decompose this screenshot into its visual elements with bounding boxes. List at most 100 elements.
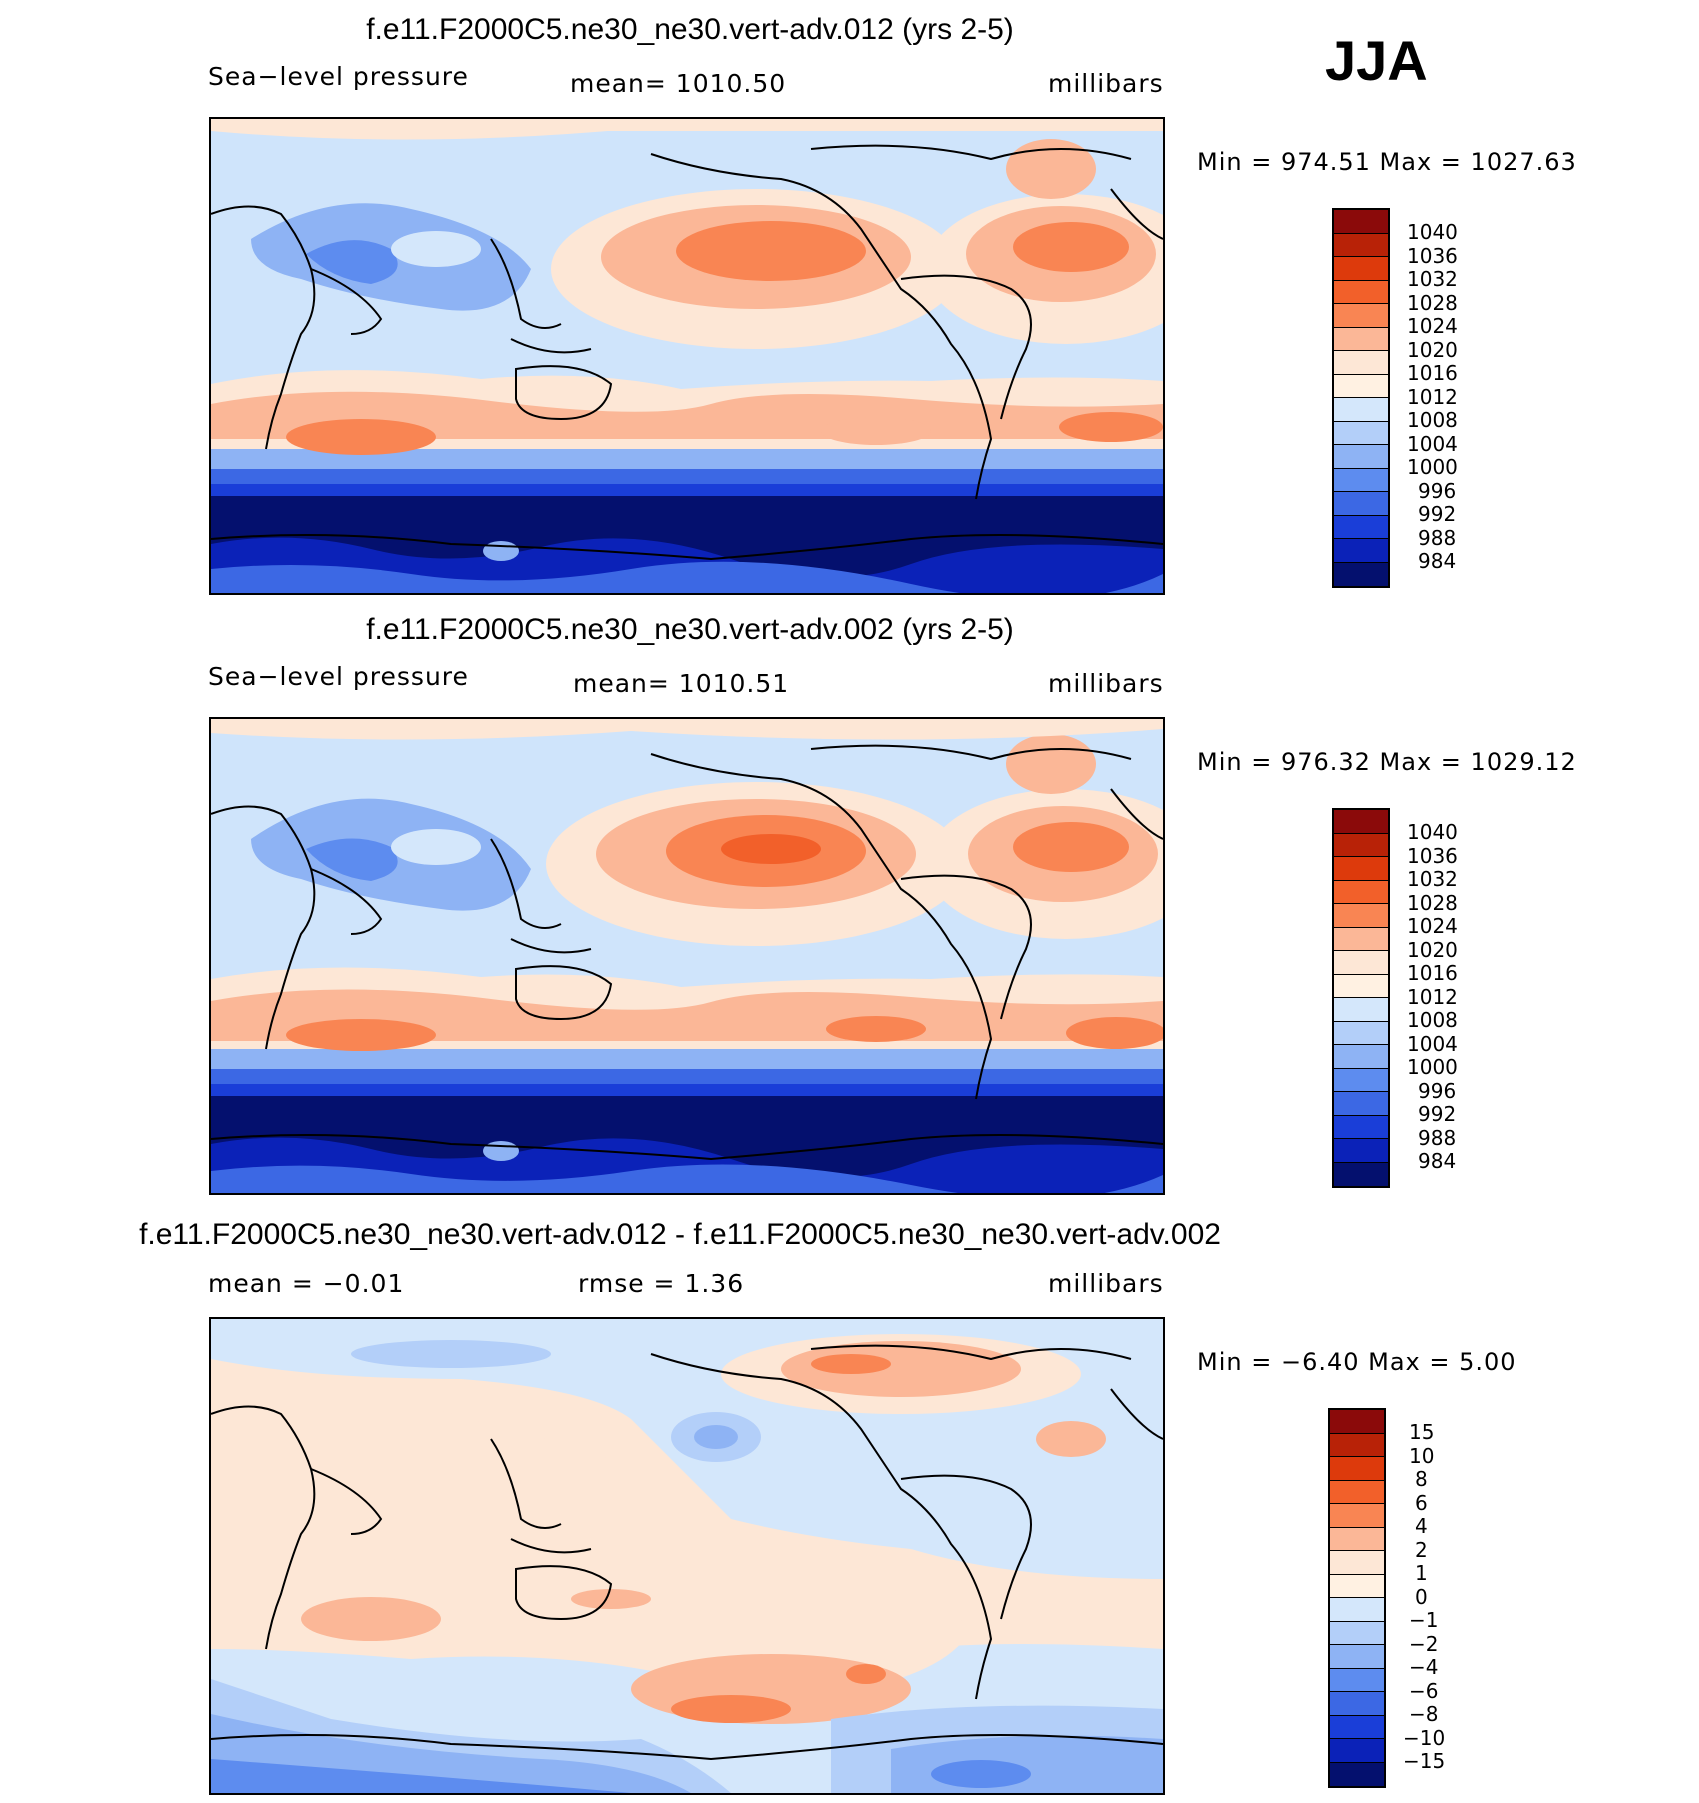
panel2-colorbar-swatch xyxy=(1334,998,1388,1022)
panel1-map xyxy=(209,117,1165,595)
panel3-colorbar-swatch xyxy=(1330,1692,1384,1716)
panel3-colorbar-swatch xyxy=(1330,1480,1384,1504)
panel3-colorbar-swatch xyxy=(1330,1410,1384,1434)
panel2-minmax: Min = 976.32 Max = 1029.12 xyxy=(1197,748,1577,776)
panel1-colorbar-label: 988 xyxy=(1418,525,1457,550)
panel2-colorbar-label: 996 xyxy=(1418,1078,1457,1103)
panel3-mean: mean = −0.01 xyxy=(208,1269,405,1298)
panel3-colorbar-swatch xyxy=(1330,1621,1384,1645)
panel2-colorbar-label: 1032 xyxy=(1407,867,1458,891)
panel1-colorbar-swatch xyxy=(1334,539,1388,563)
panel3-colorbar-swatch xyxy=(1330,1739,1384,1763)
panel3-colorbar xyxy=(1328,1408,1386,1788)
panel3-units: millibars xyxy=(1048,1269,1164,1298)
panel1-units: millibars xyxy=(1048,69,1164,98)
panel1-colorbar-label: 1012 xyxy=(1407,384,1458,409)
panel1-colorbar-label: 1008 xyxy=(1407,408,1458,432)
panel3-colorbar-swatch xyxy=(1330,1504,1384,1528)
panel2-colorbar-label: 1016 xyxy=(1407,961,1458,985)
panel2-colorbar-swatch xyxy=(1334,880,1388,904)
panel2-colorbar-label: 1004 xyxy=(1407,1031,1458,1056)
panel3-colorbar-swatch xyxy=(1330,1527,1384,1551)
panel2-colorbar-label: 1008 xyxy=(1407,1008,1458,1032)
panel1-map-plot xyxy=(211,119,1163,593)
panel3-colorbar-label: 8 xyxy=(1415,1467,1428,1491)
panel2-colorbar-swatch xyxy=(1334,904,1388,928)
panel3-colorbar-label: −2 xyxy=(1409,1631,1439,1656)
panel2-colorbar-label: 1024 xyxy=(1407,914,1458,938)
panel2-colorbar-label: 1012 xyxy=(1407,984,1458,1009)
panel3-colorbar-swatch xyxy=(1330,1715,1384,1739)
panel3-colorbar-label: 0 xyxy=(1415,1584,1428,1609)
panel1-colorbar-swatch xyxy=(1334,421,1388,445)
panel2-colorbar-swatch xyxy=(1334,833,1388,857)
panel2-colorbar-swatch xyxy=(1334,1045,1388,1069)
panel1-colorbar-swatch xyxy=(1334,445,1388,469)
panel3-colorbar-label: −10 xyxy=(1403,1725,1446,1750)
panel3-colorbar-swatch xyxy=(1330,1457,1384,1481)
panel3-map-plot xyxy=(211,1319,1163,1793)
panel2-colorbar-swatch xyxy=(1334,1068,1388,1092)
panel1-colorbar-swatch xyxy=(1334,327,1388,351)
season-label: JJA xyxy=(1325,29,1428,92)
panel3-colorbar-label: 1 xyxy=(1415,1561,1428,1585)
panel3-colorbar-swatch xyxy=(1330,1668,1384,1692)
panel3-colorbar-label: −4 xyxy=(1409,1655,1439,1679)
panel2-colorbar-swatch xyxy=(1334,951,1388,975)
panel2-map xyxy=(209,717,1165,1195)
panel2-colorbar-label: 1000 xyxy=(1407,1055,1458,1079)
panel2-colorbar-label: 1028 xyxy=(1407,890,1458,915)
panel3-minmax: Min = −6.40 Max = 5.00 xyxy=(1197,1348,1517,1376)
panel1-colorbar-label: 1028 xyxy=(1407,290,1458,315)
panel1-colorbar-label: 984 xyxy=(1418,549,1457,573)
panel3-colorbar-swatch xyxy=(1330,1551,1384,1575)
panel3-colorbar-label: 15 xyxy=(1409,1420,1435,1444)
panel3-colorbar-label: −6 xyxy=(1409,1678,1439,1703)
panel1-colorbar-label: 1036 xyxy=(1407,243,1458,268)
panel1-colorbar-label: 992 xyxy=(1418,502,1457,526)
panel1-colorbar-swatch xyxy=(1334,257,1388,281)
panel3-colorbar-swatch xyxy=(1330,1433,1384,1457)
panel3-map xyxy=(209,1317,1165,1795)
panel2-mean: mean= 1010.51 xyxy=(573,669,790,698)
panel3-colorbar-label: −8 xyxy=(1409,1702,1439,1726)
panel1-variable: Sea−level pressure xyxy=(208,62,469,91)
panel1-colorbar-label: 996 xyxy=(1418,478,1457,503)
panel1-colorbar-swatch xyxy=(1334,351,1388,375)
panel1-colorbar-label: 1000 xyxy=(1407,455,1458,479)
panel2-colorbar-swatch xyxy=(1334,810,1388,834)
panel2-colorbar xyxy=(1332,808,1390,1188)
panel2-colorbar-swatch xyxy=(1334,1092,1388,1116)
panel1-colorbar-swatch xyxy=(1334,210,1388,234)
panel3-colorbar-swatch xyxy=(1330,1598,1384,1622)
panel1-colorbar-label: 1020 xyxy=(1407,337,1458,362)
panel2-colorbar-label: 1040 xyxy=(1407,820,1458,844)
panel2-map-plot xyxy=(211,719,1163,1193)
panel1-colorbar-swatch xyxy=(1334,562,1388,586)
panel1-colorbar-swatch xyxy=(1334,233,1388,257)
panel2-colorbar-swatch xyxy=(1334,1139,1388,1163)
panel2-colorbar-swatch xyxy=(1334,927,1388,951)
panel2-colorbar-swatch xyxy=(1334,857,1388,881)
panel2-colorbar-swatch xyxy=(1334,974,1388,998)
panel1-colorbar-label: 1004 xyxy=(1407,431,1458,456)
panel1-colorbar-label: 1024 xyxy=(1407,314,1458,338)
panel1-colorbar-swatch xyxy=(1334,374,1388,398)
panel3-title: f.e11.F2000C5.ne30_ne30.vert-adv.012 - f… xyxy=(139,1218,1221,1251)
panel1-colorbar-label: 1016 xyxy=(1407,361,1458,385)
panel3-rmse: rmse = 1.36 xyxy=(578,1269,745,1298)
panel1-colorbar-swatch xyxy=(1334,468,1388,492)
panel3-colorbar-label: 10 xyxy=(1409,1443,1435,1468)
panel3-colorbar-label: 2 xyxy=(1415,1537,1428,1562)
panel3-colorbar-label: −1 xyxy=(1409,1608,1439,1632)
panel1-colorbar-swatch xyxy=(1334,515,1388,539)
panel2-colorbar-label: 992 xyxy=(1418,1102,1457,1126)
panel3-colorbar-swatch xyxy=(1330,1645,1384,1669)
panel2-colorbar-swatch xyxy=(1334,1162,1388,1186)
panel3-colorbar-label: 6 xyxy=(1415,1490,1428,1515)
panel1-colorbar-swatch xyxy=(1334,492,1388,516)
panel2-variable: Sea−level pressure xyxy=(208,662,469,691)
panel1-colorbar xyxy=(1332,208,1390,588)
panel3-colorbar-swatch xyxy=(1330,1762,1384,1786)
panel2-colorbar-swatch xyxy=(1334,1115,1388,1139)
